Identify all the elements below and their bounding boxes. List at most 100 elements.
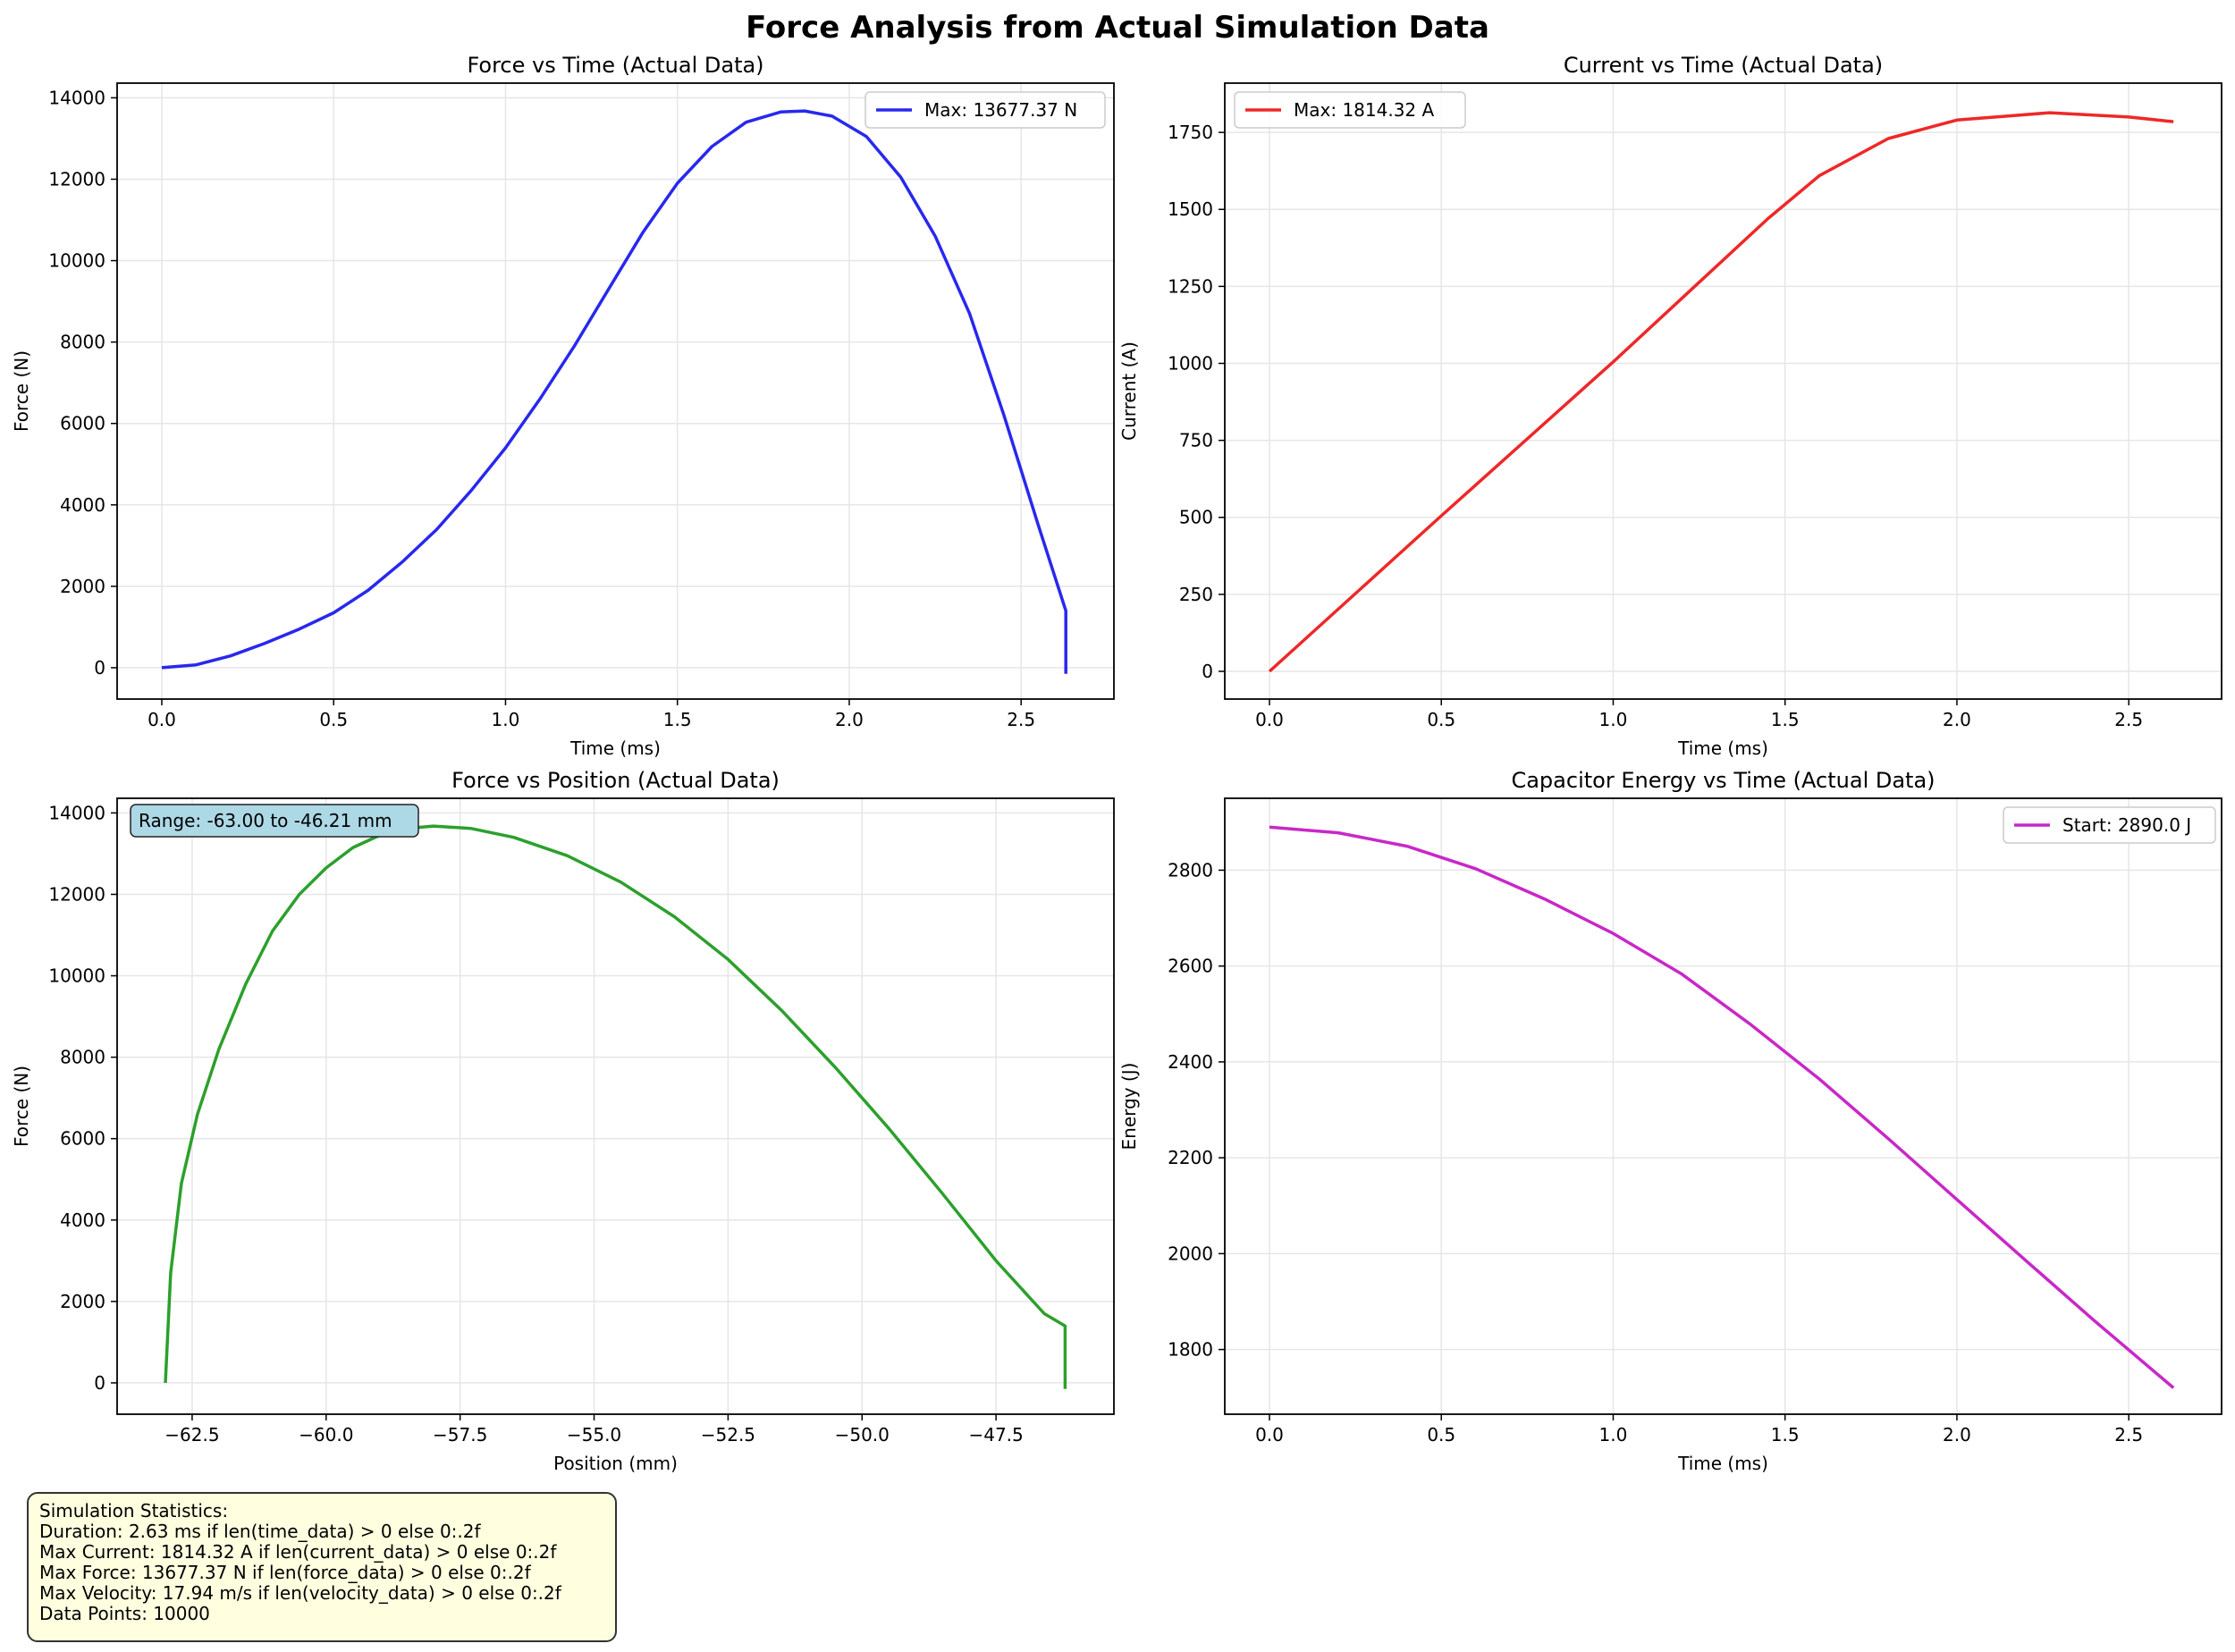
y-tick-label: 4000 <box>60 494 105 516</box>
stats-data-points: Data Points: 10000 <box>39 1603 210 1624</box>
x-tick-label: 1.5 <box>663 709 692 730</box>
legend: Start: 2890.0 J <box>2003 806 2216 844</box>
legend-label: Max: 13677.37 N <box>924 99 1077 121</box>
y-tick-label: 500 <box>1179 507 1213 528</box>
y-tick-label: 2000 <box>60 1291 105 1312</box>
subplot-2: 0.0 0.5 1.0 1.5 2.0 2.5 0 250 500 750 1000 1250 1500… <box>1118 53 2222 759</box>
x-tick-label: 1.0 <box>492 709 520 730</box>
y-tick-label: 1250 <box>1168 275 1213 297</box>
x-tick-label: 0.5 <box>1427 1424 1455 1446</box>
y-tick-label: 8000 <box>60 1047 105 1068</box>
subplot-title: Capacitor Energy vs Time (Actual Data) <box>1511 768 1935 793</box>
y-tick-label: 750 <box>1179 430 1213 451</box>
y-tick-label: 1800 <box>1168 1339 1213 1361</box>
y-tick-label: 2800 <box>1168 859 1213 881</box>
axes-frame <box>116 82 1115 700</box>
x-tick-label: 2.0 <box>1943 1424 1971 1446</box>
legend-frame <box>1234 91 1466 129</box>
series-line <box>1269 825 2175 1389</box>
x-tick-label: 0.5 <box>319 709 348 730</box>
y-tick-label: 10000 <box>48 250 105 272</box>
annotation-box <box>130 804 419 838</box>
annotation-text: Range: -63.00 to -46.21 mm <box>139 810 392 831</box>
series-line <box>1268 111 2174 673</box>
legend-frame <box>864 91 1106 129</box>
stats-max-force: Max Force: 13677.37 N if len(force_data)… <box>39 1562 531 1583</box>
y-tick-label: 0 <box>94 1372 105 1394</box>
x-tick-label: 0.0 <box>1255 709 1284 730</box>
x-tick-label: −47.5 <box>968 1424 1023 1446</box>
x-tick-label: 1.5 <box>1771 1424 1800 1446</box>
legend: Max: 13677.37 N <box>864 91 1106 129</box>
x-tick-label: 2.0 <box>835 709 864 730</box>
y-tick-label: 14000 <box>48 802 105 823</box>
subplot-title: Force vs Time (Actual Data) <box>467 53 763 78</box>
subplot-4: 0.0 0.5 1.0 1.5 2.0 2.5 1800 2000 2200 2400 2600 28… <box>1118 768 2222 1474</box>
y-tick-label: 12000 <box>48 883 105 905</box>
x-tick-label: 2.0 <box>1943 709 1971 730</box>
x-tick-label: 1.0 <box>1599 709 1628 730</box>
legend-label: Start: 2890.0 J <box>2062 814 2191 836</box>
x-axis-label: Time (ms) <box>1677 738 1768 759</box>
legend-frame <box>2003 806 2216 844</box>
simulation-statistics-box: Simulation Statistics: Duration: 2.63 ms… <box>27 1492 617 1642</box>
legend-label: Max: 1814.32 A <box>1294 99 1435 121</box>
x-tick-label: 0.5 <box>1427 709 1455 730</box>
y-tick-label: 8000 <box>60 332 105 353</box>
x-tick-label: −55.0 <box>567 1424 621 1446</box>
y-tick-label: 1000 <box>1168 352 1213 374</box>
x-tick-label: 1.0 <box>1599 1424 1628 1446</box>
y-tick-label: 2400 <box>1168 1051 1213 1073</box>
legend: Max: 1814.32 A <box>1234 91 1466 129</box>
y-tick-label: 0 <box>94 657 105 678</box>
range-annotation: Range: -63.00 to -46.21 mm <box>130 804 419 838</box>
y-axis-label: Force (N) <box>11 1066 32 1147</box>
x-tick-label: 1.5 <box>1771 709 1800 730</box>
stats-max-velocity: Max Velocity: 17.94 m/s if len(velocity_… <box>39 1582 561 1604</box>
axes-frame <box>1224 797 2222 1415</box>
series-line <box>161 109 1067 674</box>
y-tick-label: 2600 <box>1168 956 1213 977</box>
y-axis-label: Energy (J) <box>1118 1063 1140 1150</box>
y-tick-label: 1750 <box>1168 122 1213 143</box>
stats-max-current: Max Current: 1814.32 A if len(current_da… <box>39 1541 557 1563</box>
axes-frame <box>1224 82 2222 700</box>
x-tick-label: −50.0 <box>835 1424 890 1446</box>
x-axis-label: Time (ms) <box>569 738 661 759</box>
x-tick-label: 2.5 <box>1007 709 1035 730</box>
figure-title: Force Analysis from Actual Simulation Da… <box>746 10 1489 46</box>
subplot-1: 0.0 0.5 1.0 1.5 2.0 2.5 0 2000 4000 6000 8000 10000… <box>11 53 1115 759</box>
series-line <box>164 824 1067 1389</box>
x-axis-label: Time (ms) <box>1677 1453 1768 1474</box>
y-tick-label: 4000 <box>60 1210 105 1231</box>
y-tick-label: 250 <box>1179 584 1213 605</box>
x-tick-label: 0.0 <box>148 709 176 730</box>
x-tick-label: 0.0 <box>1255 1424 1284 1446</box>
y-tick-label: 1500 <box>1168 198 1213 220</box>
x-tick-label: −60.0 <box>299 1424 353 1446</box>
y-tick-label: 6000 <box>60 1128 105 1150</box>
x-tick-label: −62.5 <box>164 1424 219 1446</box>
y-tick-label: 10000 <box>48 965 105 987</box>
y-tick-label: 6000 <box>60 413 105 434</box>
y-axis-label: Force (N) <box>11 350 32 432</box>
x-tick-label: −57.5 <box>433 1424 487 1446</box>
stats-heading: Simulation Statistics: <box>39 1500 229 1521</box>
x-tick-label: −52.5 <box>701 1424 755 1446</box>
subplot-title: Force vs Position (Actual Data) <box>451 768 780 793</box>
y-tick-label: 2200 <box>1168 1147 1213 1168</box>
axes-frame <box>116 797 1115 1415</box>
y-tick-label: 0 <box>1202 661 1213 682</box>
x-axis-label: Position (mm) <box>553 1453 678 1474</box>
subplot-title: Current vs Time (Actual Data) <box>1564 53 1883 78</box>
y-tick-label: 2000 <box>60 576 105 597</box>
y-tick-label: 2000 <box>1168 1243 1213 1264</box>
x-tick-label: 2.5 <box>2114 709 2143 730</box>
stats-duration: Duration: 2.63 ms if len(time_data) > 0 … <box>39 1521 481 1542</box>
y-tick-label: 12000 <box>48 168 105 190</box>
x-tick-label: 2.5 <box>2114 1424 2143 1446</box>
y-tick-label: 14000 <box>48 87 105 108</box>
subplot-3: −62.5 −60.0 −57.5 −55.0 −52.5 −50.0 −47.5 0 2000… <box>11 768 1115 1474</box>
y-axis-label: Current (A) <box>1118 341 1140 441</box>
